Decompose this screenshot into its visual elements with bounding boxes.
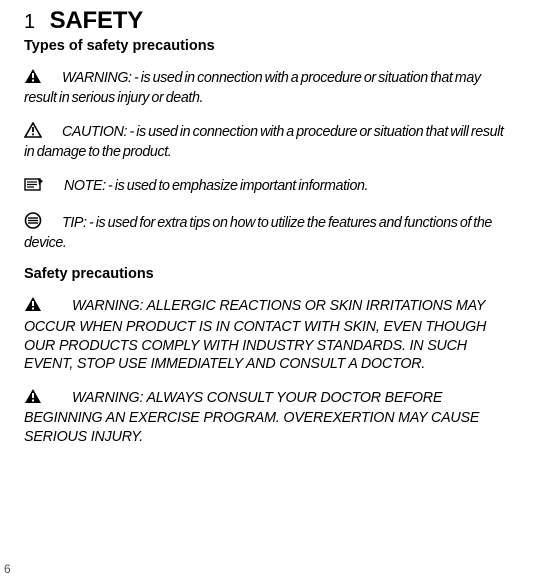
subheading-precautions: Safety precautions (24, 266, 509, 282)
def-note-text: NOTE: - is used to emphasize important i… (64, 178, 368, 194)
def-caution: CAUTION: - is used in connection with a … (24, 122, 509, 162)
def-tip-text: TIP: - is used for extra tips on how to … (24, 215, 492, 251)
section-title: SAFETY (50, 8, 143, 34)
warn-doctor-text: WARNING: ALWAYS CONSULT YOUR DOCTOR BEFO… (24, 390, 479, 445)
def-tip: TIP: - is used for extra tips on how to … (24, 212, 509, 253)
warning-icon (24, 296, 42, 318)
warn-doctor: WARNING: ALWAYS CONSULT YOUR DOCTOR BEFO… (24, 388, 509, 447)
subheading-types: Types of safety precautions (24, 38, 509, 54)
tip-icon (24, 212, 42, 235)
note-icon (24, 176, 44, 198)
warning-icon (24, 388, 42, 410)
section-heading: 1 SAFETY (24, 8, 509, 34)
def-warning: WARNING: - is used in connection with a … (24, 68, 509, 108)
caution-icon (24, 122, 42, 144)
def-caution-text: CAUTION: - is used in connection with a … (24, 124, 504, 160)
warn-allergic-text: WARNING: ALLERGIC REACTIONS OR SKIN IRRI… (24, 298, 486, 372)
def-note: NOTE: - is used to emphasize important i… (24, 176, 509, 198)
warning-icon (24, 68, 42, 90)
page: 1 SAFETY Types of safety precautions WAR… (0, 0, 533, 580)
warn-allergic: WARNING: ALLERGIC REACTIONS OR SKIN IRRI… (24, 296, 509, 373)
page-number: 6 (4, 562, 11, 576)
def-warning-text: WARNING: - is used in connection with a … (24, 70, 481, 106)
section-number: 1 (24, 11, 35, 33)
